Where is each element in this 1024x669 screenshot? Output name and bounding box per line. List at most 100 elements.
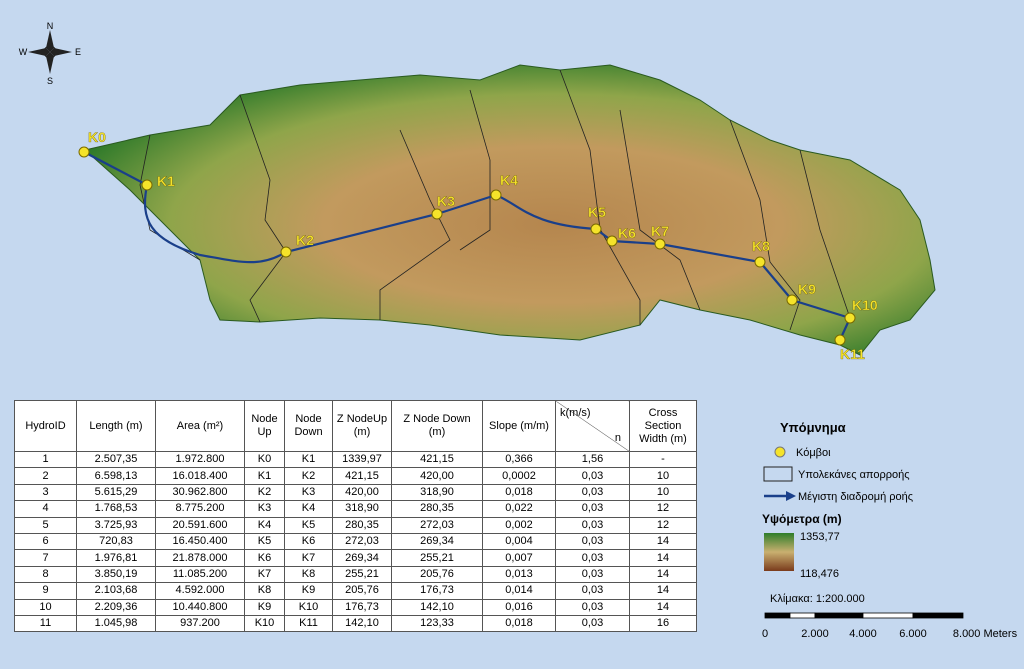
- table-cell: K4: [284, 500, 333, 518]
- table-cell: 205,76: [391, 565, 483, 584]
- table-cell: 205,76: [332, 582, 392, 600]
- table-cell: 280,35: [391, 500, 483, 518]
- table-cell: 1,56: [555, 450, 630, 469]
- header-cell: Slope (m/m): [482, 400, 556, 452]
- node: [141, 179, 153, 191]
- table-cell: 6.598,13: [76, 467, 156, 485]
- table-cell: K3: [244, 500, 285, 518]
- table-cell: 0,03: [555, 467, 630, 485]
- table-cell: 1: [14, 450, 77, 469]
- header-cell: HydroID: [14, 400, 77, 452]
- table-cell: 10: [14, 598, 77, 616]
- table-cell: 2.507,35: [76, 450, 156, 469]
- table-cell: 272,03: [332, 532, 392, 551]
- table-cell: 0,022: [482, 500, 556, 518]
- header-cell: k(m/s) n: [555, 400, 630, 452]
- table-cell: 1.768,53: [76, 500, 156, 518]
- node: [78, 146, 90, 158]
- table-row: 6 720,83 16.450.400 K5 K6 272,03 269,34 0,004 0,…: [14, 532, 697, 551]
- legend-nodes: Κόμβοι: [796, 447, 831, 459]
- scale-text: Κλίμακα: 1:200.000: [770, 593, 865, 605]
- table-cell: 318,90: [332, 500, 392, 518]
- table-cell: 1.045,98: [76, 614, 156, 633]
- table-cell: K5: [284, 516, 333, 534]
- legend-subbasin-icon: [763, 466, 793, 482]
- header-cell: Z Node Down (m): [391, 400, 483, 452]
- table-cell: 20.591.600: [155, 516, 245, 534]
- scale-label: 0: [762, 628, 768, 640]
- table-cell: 6: [14, 532, 77, 551]
- table-cell: 0,03: [555, 565, 630, 584]
- compass-n: N: [47, 21, 54, 31]
- table-cell: 0,013: [482, 565, 556, 584]
- flow-path: [83, 151, 852, 341]
- header-cell: Area (m²): [155, 400, 245, 452]
- table-cell: 0,03: [555, 483, 630, 502]
- header-cell: Node Up: [244, 400, 285, 452]
- map: N W E S K0 K1 K2 K3 K4 K5 K6 K7 K8 K9 K10 K11: [19, 21, 936, 362]
- table-cell: 0,0002: [482, 467, 556, 485]
- table-cell: 272,03: [391, 516, 483, 534]
- table-cell: K3: [284, 483, 333, 502]
- node: [786, 294, 798, 306]
- table-cell: 0,366: [482, 450, 556, 469]
- table-cell: 7: [14, 549, 77, 567]
- table-cell: K11: [284, 614, 333, 633]
- scale-bar: [764, 612, 964, 619]
- table-cell: 10: [629, 483, 697, 502]
- node-label: K9: [798, 281, 816, 297]
- table-cell: 4.592.000: [155, 582, 245, 600]
- table-cell: K5: [244, 532, 285, 551]
- table-cell: -: [629, 450, 697, 469]
- scale-label: 6.000: [899, 628, 927, 640]
- legend-flow-arrow: [786, 491, 796, 501]
- table-cell: K6: [284, 532, 333, 551]
- header-cell: Length (m): [76, 400, 156, 452]
- compass-e: E: [75, 47, 81, 57]
- table-cell: 12: [629, 500, 697, 518]
- table-cell: 269,34: [391, 532, 483, 551]
- table-cell: 142,10: [332, 614, 392, 633]
- table-cell: K4: [244, 516, 285, 534]
- table-cell: 4: [14, 500, 77, 518]
- table-row: 11 1.045,98 937.200 K10 K11 142,10 123,33 0,018…: [14, 614, 697, 633]
- scale-label: 8.000 Meters: [953, 628, 1018, 640]
- legend-node-icon: [774, 446, 786, 458]
- table-cell: 420,00: [332, 483, 392, 502]
- table-cell: 8: [14, 565, 77, 584]
- table-cell: 1.976,81: [76, 549, 156, 567]
- table-cell: 5: [14, 516, 77, 534]
- table-cell: 176,73: [391, 582, 483, 600]
- header-cell: Z NodeUp (m): [332, 400, 392, 452]
- table-cell: 14: [629, 598, 697, 616]
- table-cell: K7: [284, 549, 333, 567]
- table-cell: 14: [629, 565, 697, 584]
- table-cell: 421,15: [332, 467, 392, 485]
- table-row: 3 5.615,29 30.962.800 K2 K3 420,00 318,90 0,018…: [14, 483, 697, 502]
- table-cell: K6: [244, 549, 285, 567]
- compass-s: S: [47, 76, 53, 86]
- node: [834, 334, 846, 346]
- node: [606, 235, 618, 247]
- table-cell: K10: [284, 598, 333, 616]
- table-row: 9 2.103,68 4.592.000 K8 K9 205,76 176,73 0,014 0…: [14, 582, 697, 600]
- table-cell: 21.878.000: [155, 549, 245, 567]
- table-cell: 255,21: [391, 549, 483, 567]
- table-cell: 10.440.800: [155, 598, 245, 616]
- table-row: 2 6.598,13 16.018.400 K1 K2 421,15 420,00 0,000…: [14, 467, 697, 485]
- table-cell: 0,018: [482, 483, 556, 502]
- table-cell: 3.725,93: [76, 516, 156, 534]
- compass-w: W: [19, 47, 28, 57]
- table-cell: 0,004: [482, 532, 556, 551]
- table-cell: K10: [244, 614, 285, 633]
- table-row: 8 3.850,19 11.085.200 K7 K8 255,21 205,76 0,013…: [14, 565, 697, 584]
- table-cell: 30.962.800: [155, 483, 245, 502]
- table-cell: 8.775.200: [155, 500, 245, 518]
- nodes: K0 K1 K2 K3 K4 K5 K6 K7 K8 K9 K10 K11: [78, 129, 878, 362]
- table-cell: 318,90: [391, 483, 483, 502]
- table-cell: K9: [284, 582, 333, 600]
- table-cell: 0,03: [555, 516, 630, 534]
- table-cell: 0,007: [482, 549, 556, 567]
- table-cell: K7: [244, 565, 285, 584]
- header-cell: Cross Section Width (m): [629, 400, 697, 452]
